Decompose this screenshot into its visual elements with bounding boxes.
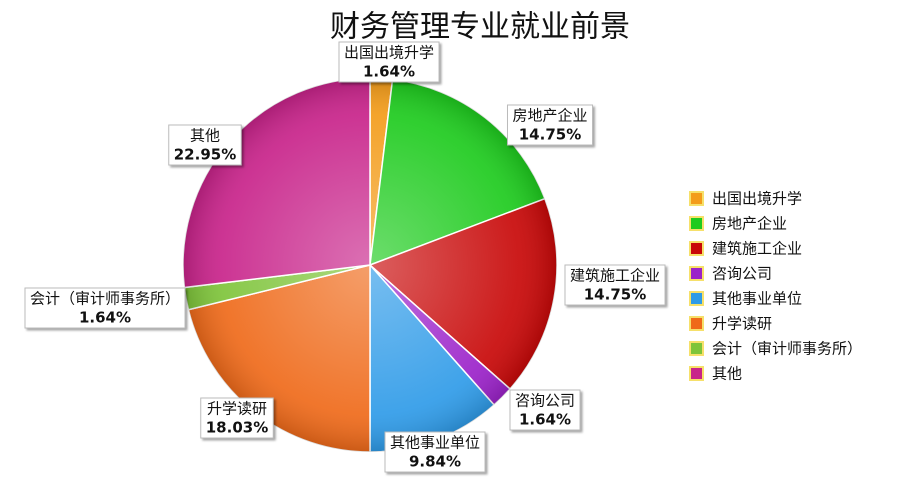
label-value: 22.95%	[174, 146, 236, 164]
legend-swatch	[689, 341, 704, 356]
label-name: 会计（审计师事务所）	[30, 290, 180, 308]
legend-label: 建筑施工企业	[712, 240, 802, 258]
label-value: 9.84%	[409, 453, 461, 471]
label-box	[506, 104, 594, 146]
legend-swatch	[689, 241, 704, 256]
label-box	[338, 41, 440, 83]
legend-label: 其他	[712, 365, 742, 383]
label-value: 1.64%	[79, 309, 131, 327]
label-value: 1.64%	[519, 411, 571, 429]
label-name: 其他事业单位	[390, 434, 480, 452]
legend-label: 出国出境升学	[712, 190, 802, 208]
label-box	[384, 431, 486, 473]
label-box	[168, 124, 242, 166]
label-name: 建筑施工企业	[570, 267, 660, 285]
label-name: 其他	[190, 127, 220, 145]
label-name: 房地产企业	[512, 107, 587, 125]
legend-label: 其他事业单位	[712, 290, 802, 308]
data-label: 会计（审计师事务所）1.64%	[24, 287, 186, 329]
legend-swatch	[689, 291, 704, 306]
label-name: 出国出境升学	[344, 44, 434, 62]
legend-label: 房地产企业	[712, 215, 787, 233]
label-box	[24, 287, 186, 329]
label-box	[200, 397, 274, 439]
pie-slice	[182, 77, 371, 289]
label-value: 18.03%	[206, 419, 268, 437]
legend-label: 会计（审计师事务所）	[712, 340, 862, 358]
label-name: 升学读研	[207, 400, 267, 418]
legend-label: 咨询公司	[712, 265, 772, 283]
label-value: 1.64%	[363, 63, 415, 81]
legend-swatch	[689, 366, 704, 381]
legend-swatch	[689, 191, 704, 206]
label-box	[509, 389, 581, 431]
legend-label: 升学读研	[712, 315, 772, 333]
legend-swatch	[689, 316, 704, 331]
legend-swatch	[689, 216, 704, 231]
label-name: 咨询公司	[515, 392, 575, 410]
label-value: 14.75%	[584, 286, 646, 304]
label-value: 14.75%	[519, 126, 581, 144]
legend-swatch	[689, 266, 704, 281]
label-box	[564, 264, 666, 306]
chart-title: 财务管理专业就业前景	[330, 10, 630, 45]
